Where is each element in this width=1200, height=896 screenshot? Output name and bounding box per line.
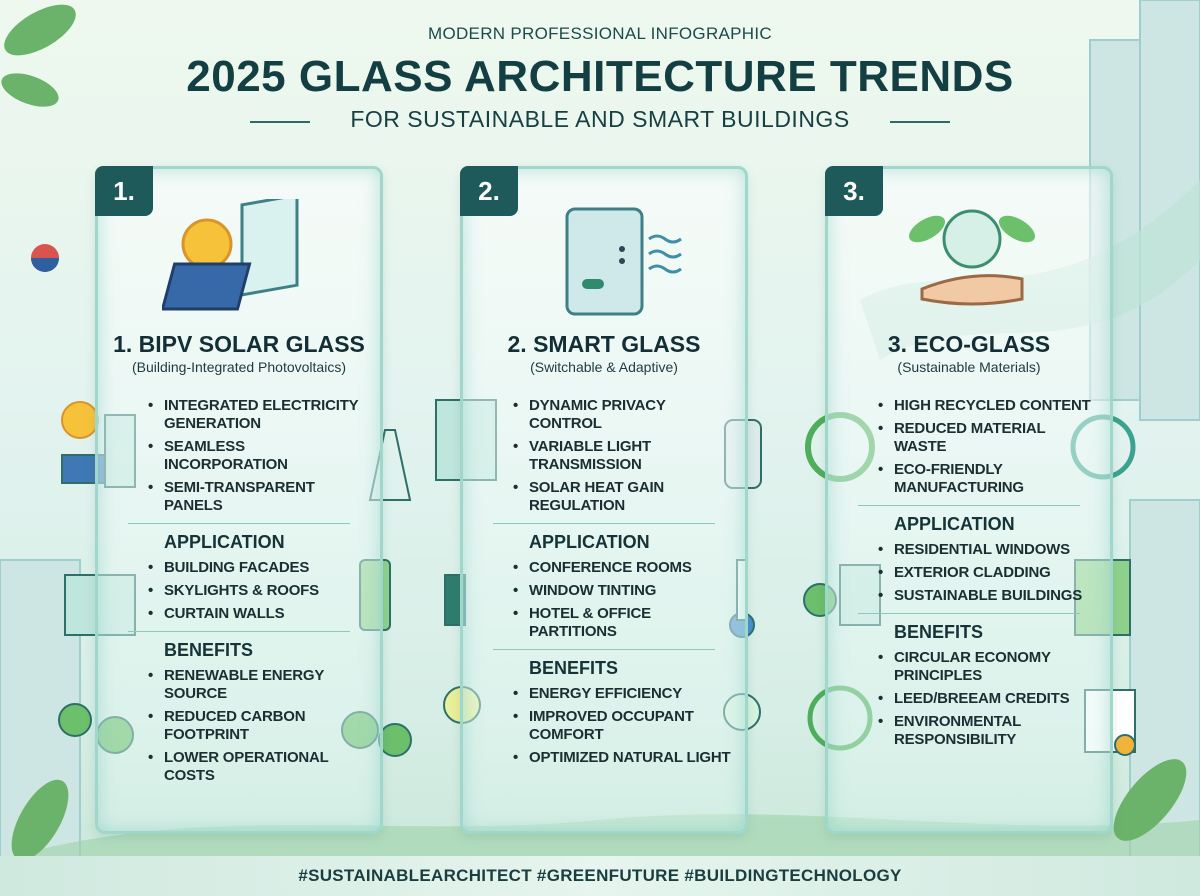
feature-list-item: VARIABLE LIGHT TRANSMISSION [513, 438, 735, 474]
benefit-list: CIRCULAR ECONOMY PRINCIPLES LEED/BREEAM C… [878, 649, 1100, 749]
main-title: 2025 GLASS ARCHITECTURE TRENDS [186, 52, 1014, 101]
panel: 3. 3. ECO-GLASS (Sustainable Materials) HIG… [825, 166, 1113, 834]
separator [858, 613, 1080, 614]
separator [858, 505, 1080, 506]
section-heading: APPLICATION [529, 532, 650, 552]
panel-icon [162, 199, 299, 311]
application-list-item: RESIDENTIAL WINDOWS [878, 541, 1100, 559]
panel-title: 1. BIPV SOLAR GLASS [113, 331, 365, 357]
feature-list-item: REDUCED MATERIAL WASTE [878, 420, 1100, 456]
panel-icon [565, 207, 682, 316]
benefit-list-item: ENERGY EFFICIENCY [513, 685, 735, 703]
section-heading: APPLICATION [894, 514, 1015, 534]
feature-list-item: HIGH RECYCLED CONTENT [878, 397, 1100, 415]
feature-list: DYNAMIC PRIVACY CONTROL VARIABLE LIGHT TR… [513, 397, 735, 515]
section-heading: APPLICATION [164, 532, 285, 552]
application-list-item: CONFERENCE ROOMS [513, 559, 735, 577]
application-list: RESIDENTIAL WINDOWS EXTERIOR CLADDING SUST… [878, 541, 1100, 605]
feature-list-item: SOLAR HEAT GAIN REGULATION [513, 479, 735, 515]
benefit-list-item: REDUCED CARBON FOOTPRINT [148, 708, 370, 744]
application-list: CONFERENCE ROOMS WINDOW TINTING HOTEL & OF… [513, 559, 735, 641]
separator [128, 523, 350, 524]
benefit-list: RENEWABLE ENERGY SOURCE REDUCED CARBON FO… [148, 667, 370, 785]
divider [250, 121, 310, 123]
benefit-list-item: ENVIRONMENTAL RESPONSIBILITY [878, 713, 1100, 749]
separator [493, 649, 715, 650]
application-list-item: SUSTAINABLE BUILDINGS [878, 587, 1100, 605]
panel-content: INTEGRATED ELECTRICITY GENERATION SEAMLES… [128, 397, 370, 790]
panel-number: 2. [460, 166, 518, 216]
benefit-list-item: CIRCULAR ECONOMY PRINCIPLES [878, 649, 1100, 685]
panel-subtitle: (Building-Integrated Photovoltaics) [131, 359, 346, 375]
feature-list-item: ECO-FRIENDLY MANUFACTURING [878, 461, 1100, 497]
application-list: BUILDING FACADES SKYLIGHTS & ROOFS CURTAIN… [148, 559, 370, 623]
panel: 1. 1. BIPV SOLAR GLASS (Building-Integrate… [95, 166, 383, 834]
panel-icon [908, 209, 1036, 306]
application-list-item: WINDOW TINTING [513, 582, 735, 600]
feature-list-item: SEAMLESS INCORPORATION [148, 438, 370, 474]
feature-list-item: DYNAMIC PRIVACY CONTROL [513, 397, 735, 433]
application-list-item: BUILDING FACADES [148, 559, 370, 577]
panel-subtitle: (Switchable & Adaptive) [530, 359, 678, 375]
panel-title: 2. SMART GLASS [507, 331, 701, 357]
section-heading: BENEFITS [894, 622, 984, 642]
benefit-list-item: OPTIMIZED NATURAL LIGHT [513, 749, 735, 767]
panel-number: 1. [95, 166, 153, 216]
section-heading: BENEFITS [164, 640, 254, 660]
benefit-list: ENERGY EFFICIENCY IMPROVED OCCUPANT COMFO… [513, 685, 735, 767]
panel-content: DYNAMIC PRIVACY CONTROL VARIABLE LIGHT TR… [493, 397, 735, 772]
benefit-list-item: RENEWABLE ENERGY SOURCE [148, 667, 370, 703]
separator [128, 631, 350, 632]
application-list-item: EXTERIOR CLADDING [878, 564, 1100, 582]
panel-content: HIGH RECYCLED CONTENT REDUCED MATERIAL WA… [858, 397, 1100, 754]
separator [493, 523, 715, 524]
footer: #SUSTAINABLEARCHITECT #GREENFUTURE #BUIL… [0, 856, 1200, 896]
divider [890, 121, 950, 123]
benefit-list-item: LEED/BREEAM CREDITS [878, 690, 1100, 708]
panel-number: 3. [825, 166, 883, 216]
benefit-list-item: IMPROVED OCCUPANT COMFORT [513, 708, 735, 744]
panel-title: 3. ECO-GLASS [887, 331, 1051, 357]
feature-list: HIGH RECYCLED CONTENT REDUCED MATERIAL WA… [878, 397, 1100, 497]
application-list-item: CURTAIN WALLS [148, 605, 370, 623]
application-list-item: SKYLIGHTS & ROOFS [148, 582, 370, 600]
subtitle: FOR SUSTAINABLE AND SMART BUILDINGS [350, 106, 850, 132]
feature-list-item: SEMI-TRANSPARENT PANELS [148, 479, 370, 515]
feature-list: INTEGRATED ELECTRICITY GENERATION SEAMLES… [148, 397, 370, 515]
feature-list-item: INTEGRATED ELECTRICITY GENERATION [148, 397, 370, 433]
kicker: MODERN PROFESSIONAL INFOGRAPHIC [428, 24, 772, 43]
panel: 2. 2. SMART GLASS (Switchable & Adaptive) D… [460, 166, 748, 834]
benefit-list-item: LOWER OPERATIONAL COSTS [148, 749, 370, 785]
application-list-item: HOTEL & OFFICE PARTITIONS [513, 605, 735, 641]
panel-subtitle: (Sustainable Materials) [897, 359, 1041, 375]
section-heading: BENEFITS [529, 658, 619, 678]
